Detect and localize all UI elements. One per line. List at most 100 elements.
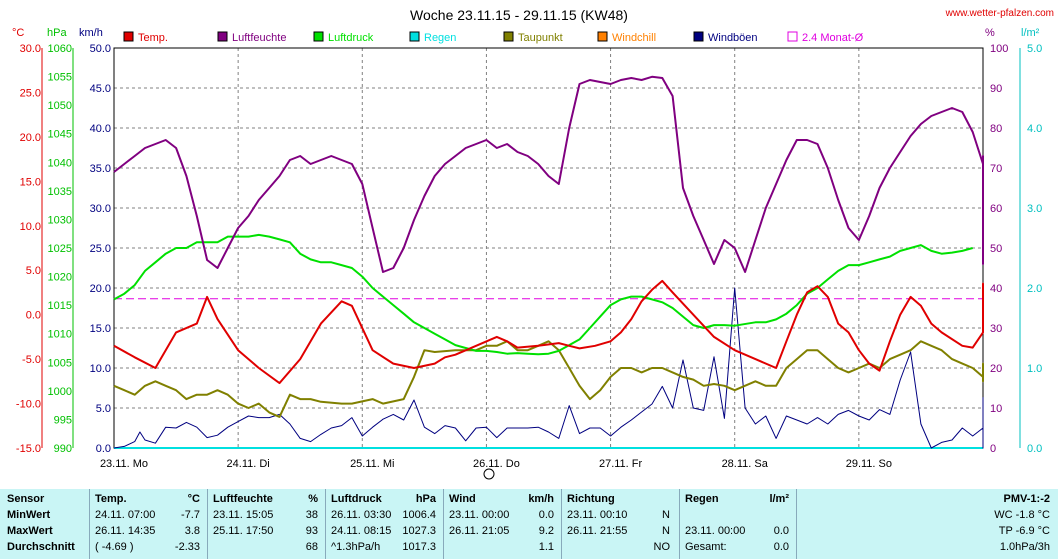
wind-tick-label: 20.0 [90, 283, 111, 295]
wind-value: 9.2 [538, 525, 554, 537]
wind-tick-label: 50.0 [90, 43, 111, 55]
pressure-time: 24.11. 08:15 [331, 525, 392, 537]
humidity-tick-label: 80 [990, 123, 1002, 135]
pressure-tick-label: 1005 [48, 357, 72, 369]
legend-swatch [313, 31, 324, 42]
legend-label: Luftdruck [328, 32, 374, 44]
series-line-luftfeuchte [113, 75, 984, 273]
chart-legend: Temp. Luftfeuchte Luftdruck Regen Taupunkt Wi… [123, 31, 864, 44]
pressure-header: Luftdruck [331, 493, 382, 505]
wind-tick-label: 5.0 [96, 403, 111, 415]
rain-tick-label: 3.0 [1027, 203, 1042, 215]
pressure-time: ^1.3hPa/h [331, 541, 381, 553]
temp-tick-label: 15.0 [20, 176, 41, 188]
humidity-tick-label: 90 [990, 83, 1002, 95]
pressure-tick-label: 1040 [48, 157, 72, 169]
table-divider [561, 489, 562, 559]
wind-tick-label: 25.0 [90, 243, 111, 255]
x-tick-label: 27.11. Fr [599, 458, 643, 470]
pressure-tick-label: 1010 [48, 329, 72, 341]
humidity-tick-label: 100 [990, 43, 1008, 55]
pressure-tick-label: 995 [54, 414, 72, 426]
chart-axes: 30.0 25.0 20.0 15.0 10.0 5.0 0.0 -5.0 -10.0 -15.0… [16, 43, 1042, 455]
pressure-tick-label: 1060 [48, 43, 72, 55]
direction-time: 23.11. 00:10 [567, 509, 628, 521]
wind-tick-label: 10.0 [90, 363, 111, 375]
humidity-value: 93 [305, 525, 318, 537]
x-tick-label: 28.11. Sa [722, 458, 769, 470]
humidity-header: Luftfeuchte [213, 493, 273, 505]
series-line-windb-en [113, 287, 984, 449]
chart-grid [113, 47, 984, 449]
table-divider [443, 489, 444, 559]
temp-time: ( -4.69 ) [95, 541, 134, 553]
legend-label: Taupunkt [518, 32, 563, 44]
pmv-value: 1.0hPa/3h [999, 541, 1050, 553]
rain-tick-label: 5.0 [1027, 43, 1042, 55]
wind-tick-label: 15.0 [90, 323, 111, 335]
rain-header: Regen [685, 493, 719, 505]
rain-tick-label: 2.0 [1027, 283, 1042, 295]
temp-time: 26.11. 14:35 [95, 525, 156, 537]
weather-chart: Woche 23.11.15 - 29.11.15 (KW48) www.wet… [12, 7, 1054, 480]
wind-tick-label: 0.0 [96, 443, 111, 455]
temp-header: Temp. [95, 493, 127, 505]
temp-unit-label: °C [12, 27, 24, 39]
pressure-tick-label: 1055 [48, 72, 72, 84]
pressure-time: 26.11. 03:30 [331, 509, 392, 521]
wind-tick-label: 45.0 [90, 83, 111, 95]
stats-table: Sensor Temp. °C Luftfeuchte % Luftdruck … [0, 489, 1058, 559]
pressure-tick-label: 1020 [48, 272, 72, 284]
pressure-tick-label: 1030 [48, 214, 72, 226]
table-divider [89, 489, 90, 559]
humidity-tick-label: 70 [990, 163, 1002, 175]
rain-unit-header: l/m² [769, 493, 789, 505]
wind-value: 0.0 [538, 509, 554, 521]
pmv-value: TP -6.9 °C [998, 525, 1050, 537]
wind-time: 26.11. 21:05 [449, 525, 510, 537]
table-divider [796, 489, 797, 559]
humidity-time: 23.11. 15:05 [213, 509, 274, 521]
pressure-value: 1006.4 [402, 509, 436, 521]
rain-tick-label: 4.0 [1027, 123, 1042, 135]
pressure-tick-label: 1035 [48, 186, 72, 198]
row-label: MaxWert [7, 525, 53, 537]
temp-tick-label: -10.0 [16, 399, 41, 411]
table-divider [325, 489, 326, 559]
temp-tick-label: 30.0 [20, 43, 41, 55]
legend-swatch [693, 31, 704, 42]
site-link[interactable]: www.wetter-pfalzen.com [945, 8, 1054, 19]
legend-swatch [123, 31, 134, 42]
table-row: Durchschnitt ( -4.69 ) -2.33 68 ^1.3hPa/… [0, 539, 1058, 555]
wind-tick-label: 40.0 [90, 123, 111, 135]
pressure-unit-header: hPa [415, 493, 436, 505]
pmv-header: PMV-1:-2 [1003, 493, 1050, 505]
table-row: MinWert 24.11. 07:00 -7.7 23.11. 15:05 3… [0, 507, 1058, 523]
pressure-tick-label: 1000 [48, 386, 72, 398]
pressure-unit-label: hPa [47, 27, 67, 39]
temp-tick-label: 5.0 [26, 265, 41, 277]
table-row: MaxWert 26.11. 14:35 3.8 25.11. 17:50 93… [0, 523, 1058, 539]
legend-label: Windböen [708, 32, 758, 44]
temp-tick-label: 10.0 [20, 221, 41, 233]
moon-phase-icon [483, 468, 495, 480]
humidity-tick-label: 20 [990, 363, 1002, 375]
series-line-taupunkt [113, 340, 984, 418]
rain-unit-label: l/m² [1021, 27, 1040, 39]
legend-swatch [409, 31, 420, 42]
pressure-tick-label: 1025 [48, 243, 72, 255]
series-line-luftdruck [113, 233, 973, 356]
temp-tick-label: -15.0 [16, 443, 41, 455]
humidity-tick-label: 30 [990, 323, 1002, 335]
direction-value: N [662, 509, 670, 521]
table-divider [679, 489, 680, 559]
x-tick-label: 26.11. Do [473, 458, 520, 470]
legend-label: Luftfeuchte [232, 32, 286, 44]
pressure-tick-label: 990 [54, 443, 72, 455]
pmv-value: WC -1.8 °C [994, 509, 1050, 521]
pressure-tick-label: 1045 [48, 129, 72, 141]
row-label: MinWert [7, 509, 51, 521]
pressure-tick-label: 1050 [48, 100, 72, 112]
legend-swatch [597, 31, 608, 42]
table-header-row: Sensor Temp. °C Luftfeuchte % Luftdruck … [0, 491, 1058, 507]
